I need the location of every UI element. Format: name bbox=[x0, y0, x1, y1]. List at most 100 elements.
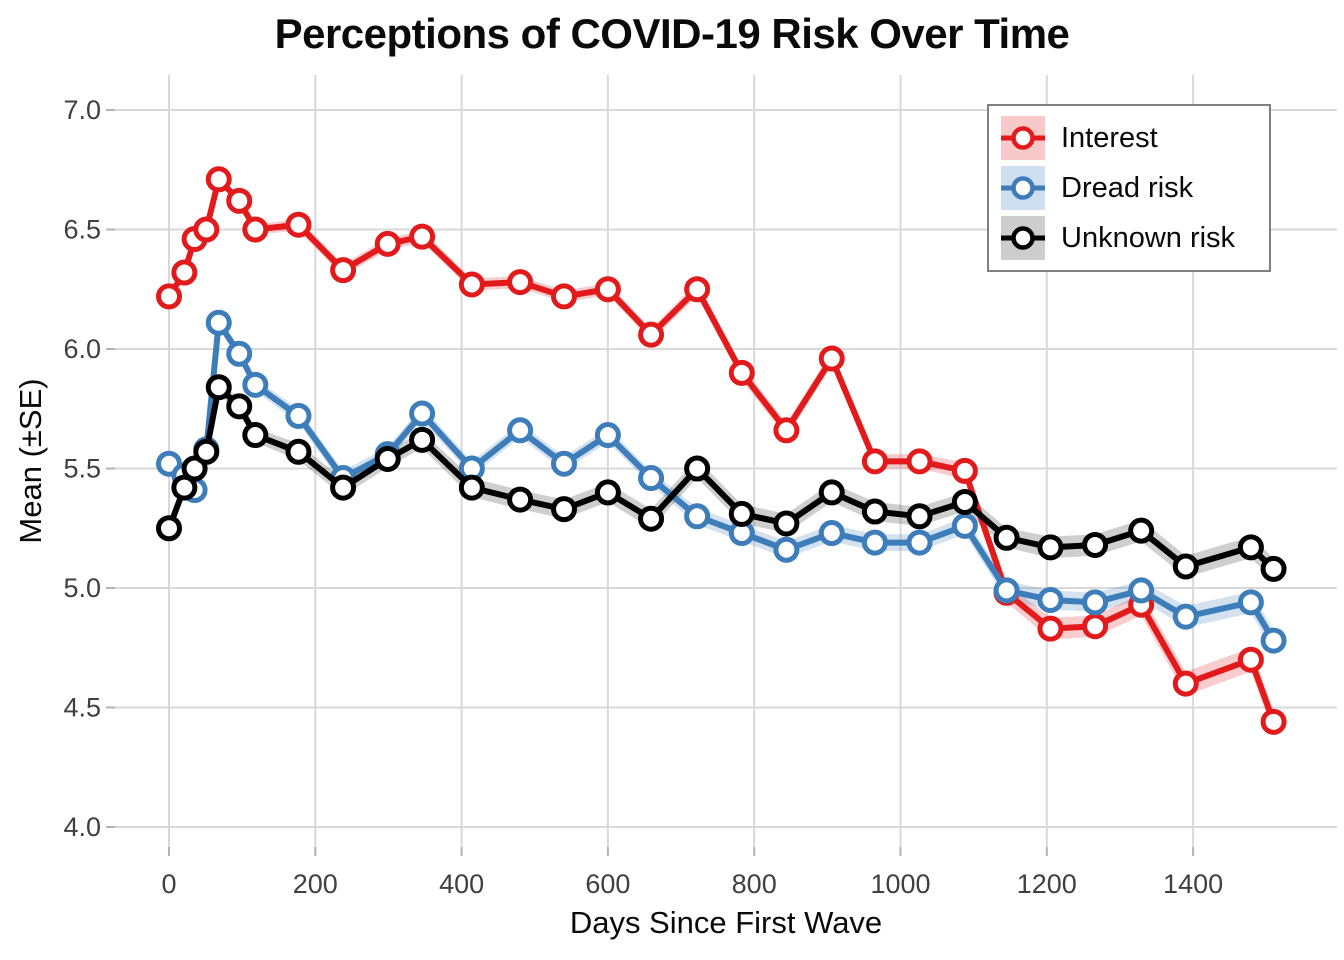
dread-risk-point bbox=[285, 402, 312, 429]
unknown-risk-point bbox=[1037, 534, 1064, 561]
unknown-risk-point bbox=[181, 455, 208, 482]
unknown-risk-point bbox=[1172, 553, 1199, 580]
x-tick-label: 800 bbox=[732, 869, 777, 899]
interest-point bbox=[242, 216, 269, 243]
dread-risk-point bbox=[205, 309, 232, 336]
unknown-risk-point bbox=[906, 503, 933, 530]
unknown-risk-point bbox=[1082, 531, 1109, 558]
interest-point bbox=[171, 259, 198, 286]
interest-point bbox=[1260, 708, 1287, 735]
legend-item-interest: Interest bbox=[1001, 116, 1257, 160]
x-tick-label: 1400 bbox=[1163, 869, 1223, 899]
legend-key-interest-icon bbox=[1001, 116, 1045, 160]
legend-label-unknown-risk: Unknown risk bbox=[1061, 221, 1236, 254]
y-tick-label: 4.0 bbox=[63, 812, 101, 842]
interest-point bbox=[638, 321, 665, 348]
dread-risk-point bbox=[818, 520, 845, 547]
dread-risk-point bbox=[773, 536, 800, 563]
legend-item-dread-risk: Dread risk bbox=[1001, 166, 1257, 210]
interest-point bbox=[1237, 646, 1264, 673]
x-tick-label: 1000 bbox=[870, 869, 930, 899]
interest-point bbox=[818, 345, 845, 372]
axis-ticks: 0 200 400 600 800 1000 1200 1400 7.0 6.5 6.0 5.5 5.0… bbox=[63, 95, 1223, 899]
dread-risk-point bbox=[594, 422, 621, 449]
unknown-risk-point bbox=[330, 474, 357, 501]
interest-point bbox=[374, 230, 401, 257]
dread-risk-point bbox=[684, 503, 711, 530]
unknown-risk-point bbox=[205, 374, 232, 401]
unknown-risk-point bbox=[818, 479, 845, 506]
unknown-risk-point bbox=[226, 393, 253, 420]
unknown-risk-point bbox=[1237, 534, 1264, 561]
interest-point bbox=[594, 276, 621, 303]
interest-point bbox=[1037, 615, 1064, 642]
x-tick-label: 1200 bbox=[1017, 869, 1077, 899]
unknown-risk-point bbox=[458, 474, 485, 501]
unknown-risk-series bbox=[156, 374, 1287, 582]
interest-point bbox=[205, 166, 232, 193]
unknown-risk-point bbox=[551, 496, 578, 523]
interest-point bbox=[684, 276, 711, 303]
interest-point bbox=[193, 216, 220, 243]
dread-risk-point bbox=[1037, 586, 1064, 613]
y-tick-label: 6.0 bbox=[63, 334, 101, 364]
unknown-risk-point bbox=[1128, 517, 1155, 544]
y-tick-label: 4.5 bbox=[63, 693, 101, 723]
legend-item-unknown-risk: Unknown risk bbox=[1001, 216, 1257, 260]
y-axis-label: Mean (±SE) bbox=[13, 378, 48, 544]
unknown-risk-point bbox=[1260, 555, 1287, 582]
unknown-risk-point bbox=[861, 498, 888, 525]
dread-risk-point bbox=[993, 577, 1020, 604]
dread-risk-point bbox=[507, 417, 534, 444]
interest-point bbox=[728, 359, 755, 386]
dread-risk-point bbox=[1082, 589, 1109, 616]
unknown-risk-point bbox=[171, 474, 198, 501]
interest-point bbox=[551, 283, 578, 310]
unknown-risk-point bbox=[684, 455, 711, 482]
x-tick-label: 200 bbox=[293, 869, 338, 899]
interest-point bbox=[226, 187, 253, 214]
dread-risk-point bbox=[1237, 589, 1264, 616]
interest-point bbox=[951, 457, 978, 484]
unknown-risk-point bbox=[951, 488, 978, 515]
interest-se-ribbon bbox=[169, 174, 1274, 734]
x-tick-label: 600 bbox=[585, 869, 630, 899]
interest-point bbox=[507, 269, 534, 296]
legend-key-unknown-risk-icon bbox=[1001, 216, 1045, 260]
chart-title: Perceptions of COVID-19 Risk Over Time bbox=[274, 10, 1070, 57]
interest-point bbox=[773, 417, 800, 444]
interest-point bbox=[1082, 613, 1109, 640]
dread-risk-point bbox=[1128, 577, 1155, 604]
legend: Interest Dread risk Unknown risk bbox=[987, 104, 1271, 272]
unknown-risk-point bbox=[193, 438, 220, 465]
x-tick-label: 400 bbox=[439, 869, 484, 899]
y-tick-label: 5.5 bbox=[63, 454, 101, 484]
y-tick-label: 5.0 bbox=[63, 573, 101, 603]
dread-risk-point bbox=[409, 400, 436, 427]
unknown-risk-point bbox=[285, 438, 312, 465]
interest-point bbox=[156, 283, 182, 310]
unknown-risk-point bbox=[507, 486, 534, 513]
unknown-risk-point bbox=[156, 515, 182, 542]
unknown-risk-point bbox=[773, 510, 800, 537]
dread-risk-point bbox=[242, 371, 269, 398]
dread-risk-point bbox=[861, 529, 888, 556]
y-tick-label: 7.0 bbox=[63, 95, 101, 125]
legend-label-dread-risk: Dread risk bbox=[1061, 171, 1194, 204]
interest-point bbox=[458, 271, 485, 298]
unknown-risk-point bbox=[242, 422, 269, 449]
interest-point bbox=[409, 223, 436, 250]
dread-risk-point bbox=[1172, 603, 1199, 630]
dread-risk-point bbox=[551, 450, 578, 477]
unknown-risk-point bbox=[594, 479, 621, 506]
dread-risk-point bbox=[226, 340, 253, 367]
dread-risk-point bbox=[951, 512, 978, 539]
interest-point bbox=[285, 211, 312, 238]
x-tick-label: 0 bbox=[161, 869, 176, 899]
unknown-risk-point bbox=[638, 505, 665, 532]
dread-risk-point bbox=[638, 465, 665, 492]
dread-risk-point bbox=[906, 529, 933, 556]
interest-point bbox=[906, 448, 933, 475]
